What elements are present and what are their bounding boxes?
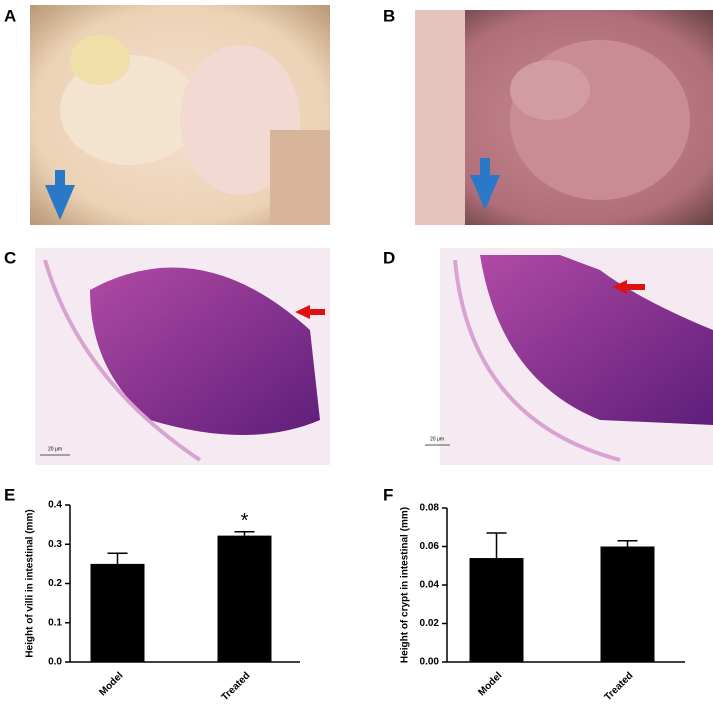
panel-label: D [383, 248, 395, 267]
y-axis-label: Height of crypt in intestinal (mm) [400, 507, 411, 663]
bar [600, 546, 655, 662]
annotation: * [241, 510, 249, 532]
y-tick-label: 0.1 [48, 617, 62, 628]
photo-b [415, 10, 713, 225]
y-tick-label: 0.08 [420, 503, 440, 514]
x-tick-label: Treated [220, 670, 253, 703]
panel-label: B [383, 6, 395, 25]
y-tick-label: 0.00 [420, 657, 440, 668]
scale-bar-label: 20 μm [430, 436, 444, 442]
y-tick-label: 0.06 [420, 541, 440, 552]
x-tick-label: Treated [603, 670, 636, 703]
panel-label: A [4, 6, 16, 25]
photo-a [30, 5, 330, 225]
histology-c [35, 248, 330, 465]
y-tick-label: 0.3 [48, 539, 62, 550]
x-tick-label: Model [476, 670, 504, 698]
y-tick-label: 0.0 [48, 657, 62, 668]
panel-label: C [4, 248, 16, 267]
error-bar [234, 530, 255, 536]
panel-label: E [4, 485, 15, 504]
y-axis-label: Height of villi in intestinal (mm) [25, 509, 36, 657]
y-tick-label: 0.04 [420, 580, 440, 591]
y-tick-label: 0.2 [48, 578, 62, 589]
error-bar [617, 539, 638, 547]
y-tick-label: 0.4 [48, 500, 62, 511]
error-bar [107, 552, 128, 564]
bar [90, 563, 145, 662]
scale-bar-label: 20 μm [48, 446, 62, 452]
y-tick-label: 0.02 [420, 618, 440, 629]
bar [469, 558, 524, 662]
bar [217, 535, 272, 662]
x-tick-label: Model [97, 670, 125, 698]
error-bar [486, 532, 507, 559]
histology-d [425, 248, 713, 465]
panel-label: F [383, 485, 393, 504]
